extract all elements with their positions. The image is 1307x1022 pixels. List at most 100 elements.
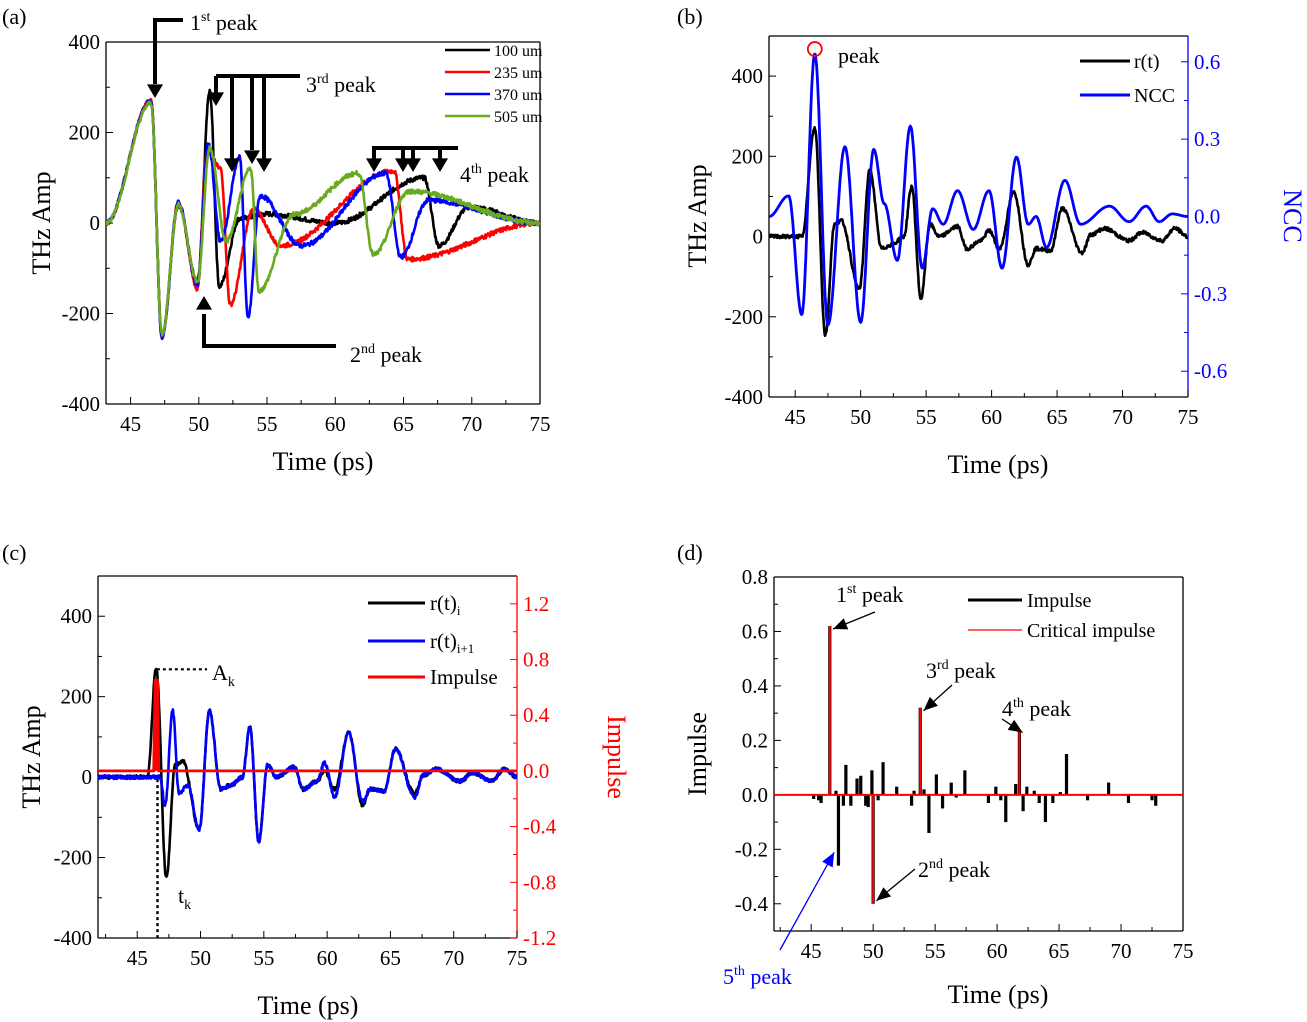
y-tick-label: 0.2 <box>742 728 768 752</box>
x-tick-label: 65 <box>1047 405 1068 429</box>
x-tick-label: 70 <box>1112 405 1133 429</box>
panel-c: 45 50 55 60 65 70 75 -400 -200 0 200 400 -1.2 -0.8 -0.… <box>54 575 557 970</box>
y-right-tick-label: 0.8 <box>523 648 549 672</box>
series-line-r-t <box>769 126 1188 337</box>
series-line-100-um <box>106 88 540 339</box>
x-tick-label: 45 <box>120 412 141 436</box>
impulse-spike <box>940 794 945 809</box>
xlabel-a: Time (ps) <box>273 447 374 476</box>
annotation-4th-peak: 4th peak <box>460 162 529 187</box>
y-tick-label: 400 <box>61 604 93 628</box>
x-tick-label: 70 <box>443 946 464 970</box>
impulse-spike <box>949 782 953 795</box>
impulse-spike <box>912 790 916 795</box>
x-tick-label: 45 <box>801 939 822 963</box>
impulse-spike <box>1058 792 1062 795</box>
y-tick-label: 200 <box>69 121 101 145</box>
impulse-spike <box>864 794 868 806</box>
x-tick-label: 50 <box>188 412 209 436</box>
y-tick-label: -200 <box>62 302 101 326</box>
arrow-head-2nd <box>196 296 212 310</box>
impulse-spike <box>817 794 821 801</box>
x-tick-label: 50 <box>190 946 211 970</box>
impulse-spike <box>1032 790 1036 795</box>
impulse-spike <box>876 794 880 801</box>
arrow-head-3rd <box>244 150 260 164</box>
xlabel-c: Time (ps) <box>258 991 359 1020</box>
impulse-spike <box>855 778 859 795</box>
impulse-spike <box>859 775 863 795</box>
impulse-spike <box>895 786 899 795</box>
impulse-spike <box>812 794 816 799</box>
impulse-spike <box>1021 794 1025 812</box>
annotation-ak: Ak <box>212 660 235 690</box>
annotation-arrow-5th-line <box>779 851 835 951</box>
impulse-spike <box>1107 782 1111 795</box>
arrow-head-1st <box>147 84 163 98</box>
y-right-tick-label: 0.0 <box>1194 205 1220 229</box>
x-tick-label: 75 <box>530 412 551 436</box>
x-tick-label: 55 <box>253 946 274 970</box>
legend-label: Impulse <box>1027 590 1092 612</box>
annotation-arrow-1st <box>153 18 183 84</box>
arrow-head-4th <box>366 158 382 172</box>
impulse-spike <box>1025 786 1029 795</box>
impulse-spike <box>1126 794 1131 804</box>
impulse-spike <box>963 770 967 795</box>
ylabel-c: THz Amp <box>17 705 46 808</box>
annotation-arrow-1st-head <box>833 618 849 630</box>
impulse-spike <box>922 789 926 795</box>
impulse-spike <box>1085 794 1090 801</box>
y-tick-label: -400 <box>62 392 101 416</box>
y-right-tick-label: 0.4 <box>523 703 550 727</box>
y-right-tick-label: -0.4 <box>523 815 557 839</box>
series-line-ncc <box>769 52 1188 327</box>
x-tick-label: 60 <box>981 405 1002 429</box>
panel-label-a: (a) <box>2 4 26 29</box>
x-tick-label: 55 <box>925 939 946 963</box>
arrow-head-4th <box>405 158 421 172</box>
y-tick-label: 0.6 <box>742 619 768 643</box>
y-tick-label: 0 <box>82 765 93 789</box>
legend-label: r(t)i+1 <box>430 629 474 656</box>
panel-label-c: (c) <box>2 540 26 565</box>
impulse-spike <box>1004 794 1008 823</box>
annotation-arrow-4th-head <box>1007 719 1023 733</box>
y-tick-label: 0.4 <box>742 674 769 698</box>
annotation-2nd-peak: 2nd peak <box>918 857 990 882</box>
impulse-spike <box>994 786 998 795</box>
impulse-spike <box>849 794 853 806</box>
arrow-head-3rd <box>208 92 224 106</box>
series-line-impulse <box>98 679 517 773</box>
y-tick-label: 0.0 <box>742 783 768 807</box>
x-tick-label: 45 <box>785 405 806 429</box>
impulse-spike <box>1154 794 1158 806</box>
impulse-spike <box>999 794 1003 801</box>
legend-label: r(t) <box>1134 51 1160 73</box>
annotation-tk: tk <box>178 883 191 913</box>
impulse-spike <box>881 762 885 795</box>
legend-label: NCC <box>1134 85 1175 107</box>
series-line-r-t-i1 <box>98 708 517 844</box>
ylabel-d: Impulse <box>683 712 712 796</box>
annotation-1st-peak: 1st peak <box>190 10 257 35</box>
x-tick-label: 65 <box>1049 939 1070 963</box>
panel-label-d: (d) <box>677 540 703 565</box>
y-tick-label: 200 <box>732 144 764 168</box>
impulse-spike <box>934 774 938 795</box>
x-tick-label: 55 <box>916 405 937 429</box>
y-right-tick-label: 0.0 <box>523 759 549 783</box>
series-line-235-um <box>106 97 540 340</box>
xlabel-d: Time (ps) <box>948 980 1049 1009</box>
y-right-tick-label: -0.8 <box>523 870 556 894</box>
annotation-arrow-2nd <box>202 314 336 348</box>
y-tick-label: 400 <box>69 30 101 54</box>
impulse-spike <box>834 790 838 795</box>
x-tick-label: 75 <box>507 946 528 970</box>
panel-b: 45 50 55 60 65 70 75 -400 -200 0 200 400 -0.6 -0.3 0.0… <box>725 35 1227 429</box>
annotation-peak: peak <box>838 43 880 68</box>
panel-d: 45 50 55 60 65 70 75 -0.4 -0.2 0.0 0.2 0.4 0.6 0.8 1st… <box>723 565 1194 989</box>
impulse-spike <box>986 794 991 804</box>
x-tick-label: 70 <box>461 412 482 436</box>
